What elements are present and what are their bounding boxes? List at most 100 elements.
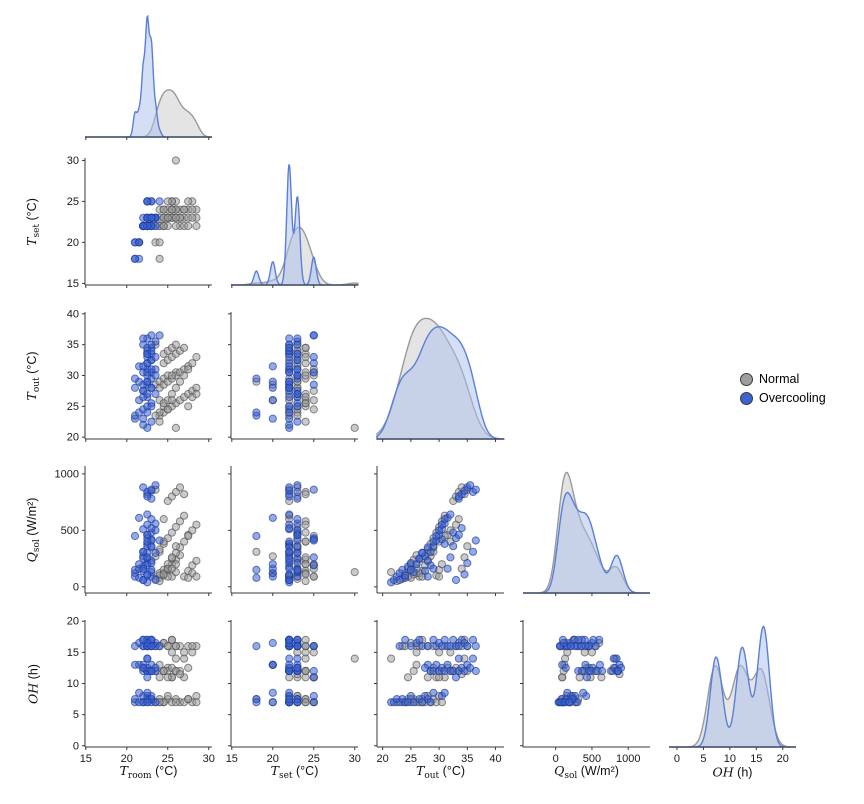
data-point-normal — [301, 570, 310, 579]
data-point-overcooling — [139, 334, 148, 343]
x-tick-label: 40 — [489, 753, 501, 765]
data-point-normal — [175, 377, 185, 386]
x-axis-title-t_out: Tout (°C) — [415, 763, 466, 781]
data-point-normal — [180, 511, 189, 520]
data-point-overcooling — [309, 359, 318, 368]
data-point-overcooling — [418, 548, 427, 558]
data-point-normal — [180, 537, 189, 546]
pairplot-cell-kde-t_room — [85, 14, 212, 140]
x-tick-label: 0 — [674, 753, 680, 765]
data-point-overcooling — [559, 638, 568, 648]
data-point-overcooling — [309, 331, 318, 340]
data-point-overcooling — [471, 666, 480, 676]
data-point-overcooling — [268, 513, 277, 523]
data-point-overcooling — [471, 536, 480, 545]
data-point-overcooling — [147, 485, 156, 494]
data-point-normal — [163, 213, 172, 222]
pairplot-cell-q_sol-vs-t_set — [228, 466, 359, 596]
data-point-normal — [301, 520, 310, 529]
data-point-overcooling — [143, 570, 152, 579]
data-point-normal — [192, 389, 201, 399]
data-point-normal — [184, 695, 193, 704]
data-point-overcooling — [293, 417, 302, 426]
data-point-normal — [175, 483, 185, 492]
data-point-normal — [180, 648, 189, 657]
data-point-overcooling — [293, 481, 302, 490]
data-point-normal — [180, 371, 189, 380]
data-point-overcooling — [143, 377, 152, 386]
data-point-overcooling — [609, 654, 618, 663]
x-axis-title-t_set: Tset (°C) — [270, 763, 319, 781]
data-point-normal — [192, 698, 201, 707]
data-point-normal — [350, 423, 359, 432]
data-point-overcooling — [143, 389, 152, 399]
x-axis-title-t_room: Troom (°C) — [119, 763, 178, 781]
y-tick-label: 15 — [67, 278, 79, 290]
y-axis-title-t_out: Tout (°C) — [24, 350, 42, 401]
x-tick-label: 15 — [226, 753, 238, 765]
data-point-overcooling — [268, 560, 277, 569]
x-tick-label: 25 — [162, 753, 174, 765]
data-point-normal — [180, 343, 189, 352]
data-point-normal — [171, 383, 180, 392]
data-point-overcooling — [420, 566, 430, 576]
data-point-overcooling — [440, 688, 449, 697]
data-point-overcooling — [574, 635, 583, 645]
data-point-overcooling — [309, 380, 318, 389]
data-point-overcooling — [423, 642, 432, 651]
data-point-overcooling — [285, 408, 294, 417]
data-point-overcooling — [309, 368, 318, 377]
pairplot-cell-oh-vs-t_room: 15 20 25 30 0 5 10 15 20 — [67, 616, 215, 765]
data-point-normal — [301, 698, 310, 707]
data-point-normal — [171, 698, 180, 707]
data-point-overcooling — [147, 213, 156, 222]
data-point-overcooling — [147, 340, 156, 349]
data-point-overcooling — [252, 565, 261, 575]
data-point-overcooling — [151, 389, 160, 399]
data-point-overcooling — [471, 642, 480, 651]
data-point-overcooling — [285, 537, 294, 546]
data-point-overcooling — [143, 553, 152, 562]
y-axis-title-oh: OH (h) — [25, 663, 41, 704]
data-point-normal — [412, 648, 421, 657]
data-point-normal — [192, 352, 201, 362]
data-point-normal — [403, 673, 413, 682]
data-point-overcooling — [130, 572, 140, 581]
pairplot-cell-kde-q_sol — [523, 471, 650, 596]
x-tick-label: 500 — [583, 753, 601, 765]
data-point-normal — [350, 568, 359, 577]
data-point-overcooling — [561, 663, 570, 673]
pairplot-cell-oh-vs-t_out: 20 25 30 35 40 — [374, 620, 504, 765]
data-point-normal — [163, 642, 172, 651]
data-point-overcooling — [565, 698, 574, 707]
data-point-normal — [167, 564, 176, 573]
data-point-normal — [301, 528, 310, 537]
data-point-normal — [159, 221, 168, 231]
y-tick-label: 10 — [67, 678, 79, 690]
data-point-normal — [180, 205, 189, 214]
data-point-overcooling — [401, 571, 410, 580]
data-point-overcooling — [143, 654, 152, 663]
data-point-overcooling — [293, 663, 302, 673]
pairplot-cell-kde-t_out — [376, 317, 505, 442]
x-tick-label: 15 — [750, 753, 762, 765]
data-point-overcooling — [147, 383, 156, 392]
data-point-normal — [171, 423, 180, 432]
x-tick-label: 25 — [405, 753, 417, 765]
data-point-overcooling — [143, 530, 152, 540]
data-point-overcooling — [293, 349, 302, 358]
x-tick-label: 20 — [777, 753, 789, 765]
data-point-overcooling — [130, 383, 140, 392]
data-point-overcooling — [429, 564, 438, 573]
data-point-normal — [159, 205, 168, 214]
data-point-overcooling — [293, 565, 302, 575]
data-point-overcooling — [143, 197, 152, 206]
data-point-normal — [184, 221, 193, 231]
data-point-overcooling — [268, 572, 277, 581]
data-point-overcooling — [268, 396, 277, 405]
data-point-normal — [188, 359, 197, 368]
data-point-normal — [159, 515, 168, 524]
y-tick-label: 5 — [73, 709, 79, 721]
y-tick-label: 20 — [67, 616, 79, 628]
